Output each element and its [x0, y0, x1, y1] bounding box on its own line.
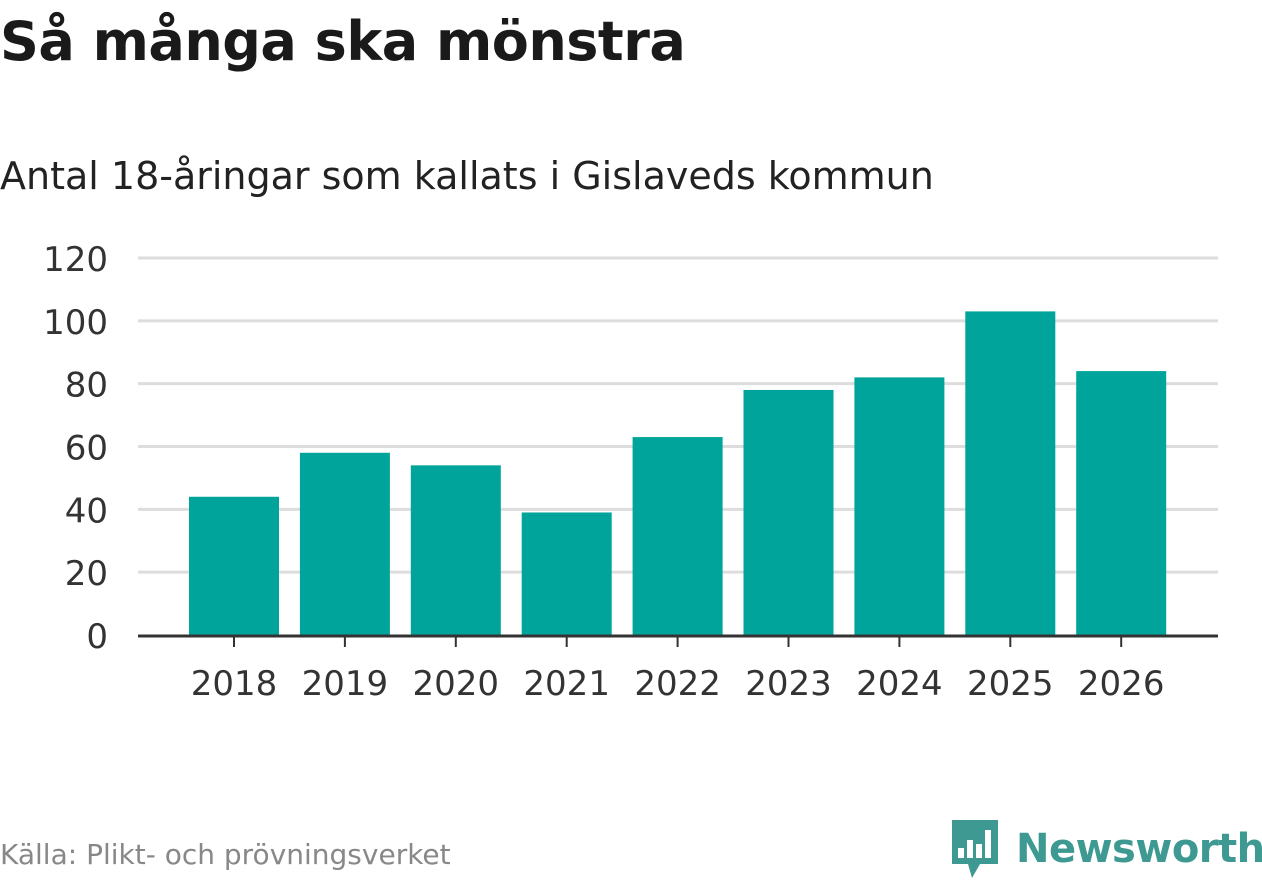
- x-tick-label-2020: 2020: [413, 664, 500, 704]
- y-tick-label: 60: [65, 429, 108, 469]
- x-tick-label-2018: 2018: [191, 664, 278, 704]
- axis-layer: [138, 634, 1218, 647]
- bar-layer: [189, 311, 1167, 635]
- label-layer: 0 20 40 60 80 100 120 2018 2019 2020 2021 2022 2023 2…: [43, 240, 1164, 704]
- bar-2019: [299, 452, 390, 635]
- bar-2018: [189, 496, 279, 635]
- y-tick-label: 40: [65, 491, 108, 531]
- x-tick-label-2024: 2024: [856, 664, 943, 704]
- x-tick-label-2021: 2021: [523, 664, 610, 704]
- bar-2020: [410, 465, 501, 635]
- y-tick-label: 0: [86, 617, 108, 657]
- y-tick-label: 100: [43, 303, 108, 343]
- y-tick-label: 20: [65, 554, 108, 594]
- bar-chart: 0 20 40 60 80 100 120 2018 2019 2020 2021 2022 2023 2…: [43, 240, 1218, 704]
- x-tick-label-2019: 2019: [302, 664, 389, 704]
- x-tick-label-2025: 2025: [967, 664, 1054, 704]
- chart-subtitle: Antal 18-åringar som kallats i Gislaveds…: [0, 154, 934, 198]
- source-note: Källa: Plikt- och prövningsverket: [0, 838, 451, 871]
- y-tick-label: 120: [43, 240, 108, 280]
- bar-2023: [743, 389, 834, 635]
- x-tick-label-2026: 2026: [1078, 664, 1165, 704]
- newsworthy-logo[interactable]: Newsworthy: [950, 818, 1262, 880]
- bar-2022: [632, 437, 723, 635]
- x-tick-label-2023: 2023: [745, 664, 832, 704]
- bar-2021: [521, 512, 612, 635]
- bar-2024: [854, 377, 945, 635]
- newsworthy-logo-text: Newsworthy: [1016, 826, 1262, 872]
- x-tick-label-2022: 2022: [634, 664, 721, 704]
- y-tick-label: 80: [65, 366, 108, 406]
- newsworthy-logo-icon: [952, 820, 998, 878]
- bar-2026: [1076, 371, 1167, 635]
- chart-title: Så många ska mönstra: [0, 10, 686, 73]
- bar-2025: [965, 311, 1056, 635]
